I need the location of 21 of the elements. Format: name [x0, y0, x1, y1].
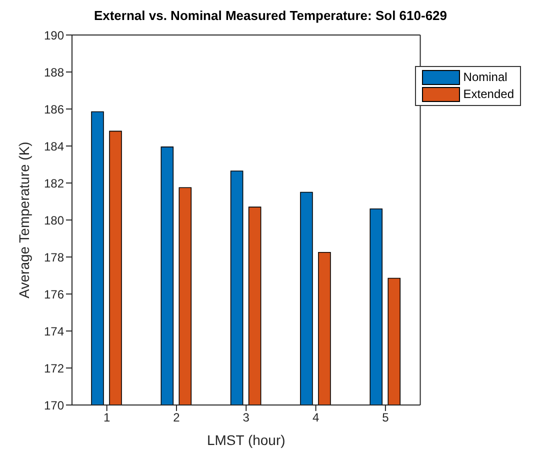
x-axis-title: LMST (hour) [206, 432, 286, 448]
legend-label: Extended [462, 86, 514, 103]
y-tick-label: 176 [44, 287, 64, 302]
x-tick-label: 4 [312, 410, 320, 425]
y-axis-title: Average Temperature (K) [16, 142, 32, 298]
y-tick-label: 178 [44, 250, 64, 264]
y-tick-label: 188 [44, 65, 64, 80]
y-tick-label: 170 [44, 398, 64, 412]
legend-label: Nominal [462, 69, 508, 86]
x-tick-label: 1 [103, 410, 110, 425]
x-tick-label: 3 [242, 410, 250, 425]
chart-title: External vs. Nominal Measured Temperature: Sol 610-629 [92, 8, 448, 25]
y-tick-label: 186 [44, 102, 64, 116]
y-tick-label: 190 [44, 28, 64, 42]
y-tick-label: 184 [44, 139, 64, 154]
y-tick-label: 174 [44, 324, 64, 338]
x-tick-label: 5 [382, 410, 390, 425]
y-tick-label: 172 [44, 361, 64, 376]
y-tick-label: 182 [44, 176, 64, 190]
x-tick-label: 2 [173, 410, 180, 425]
y-tick-label: 180 [44, 213, 64, 228]
